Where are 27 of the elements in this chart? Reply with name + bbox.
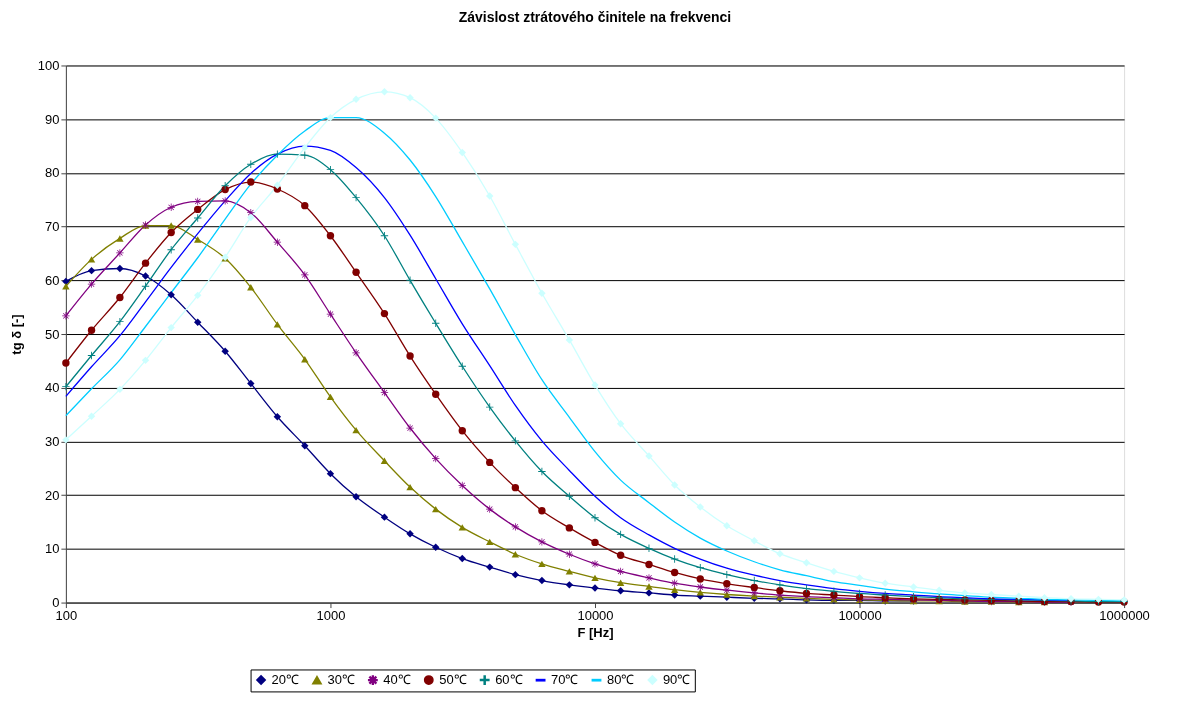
legend-label: 60℃ (495, 672, 523, 688)
y-tick-label: 60 (44, 272, 60, 288)
y-tick-label: 20 (44, 487, 60, 503)
x-axis-title: F [Hz] (577, 625, 614, 641)
legend-label: 50℃ (439, 672, 467, 688)
y-tick-label: 70 (44, 219, 60, 235)
legend-label: 90℃ (662, 672, 691, 688)
y-tick-label: 50 (44, 326, 60, 342)
y-tick-label: 40 (44, 380, 60, 396)
chart-title: Závislost ztrátového činitele na frekvenci (458, 8, 732, 25)
legend-label: 30℃ (327, 672, 355, 688)
legend-label: 70℃ (551, 672, 579, 688)
x-tick-label: 100 (55, 608, 78, 624)
legend-label: 20℃ (271, 672, 299, 688)
y-tick-label: 80 (44, 165, 60, 181)
x-tick-label: 100000 (838, 608, 882, 624)
y-tick-label: 30 (44, 433, 60, 449)
y-tick-label: 0 (52, 595, 60, 611)
y-tick-label: 90 (44, 111, 60, 127)
y-tick-label: 10 (44, 541, 60, 557)
legend-label: 80℃ (606, 672, 635, 688)
x-tick-label: 1000000 (1099, 608, 1150, 624)
y-axis-title: tg δ [-] (8, 314, 24, 355)
legend-label: 40℃ (383, 672, 411, 688)
x-tick-label: 10000 (577, 608, 614, 624)
x-tick-label: 1000 (316, 608, 346, 624)
y-tick-label: 100 (37, 57, 60, 73)
